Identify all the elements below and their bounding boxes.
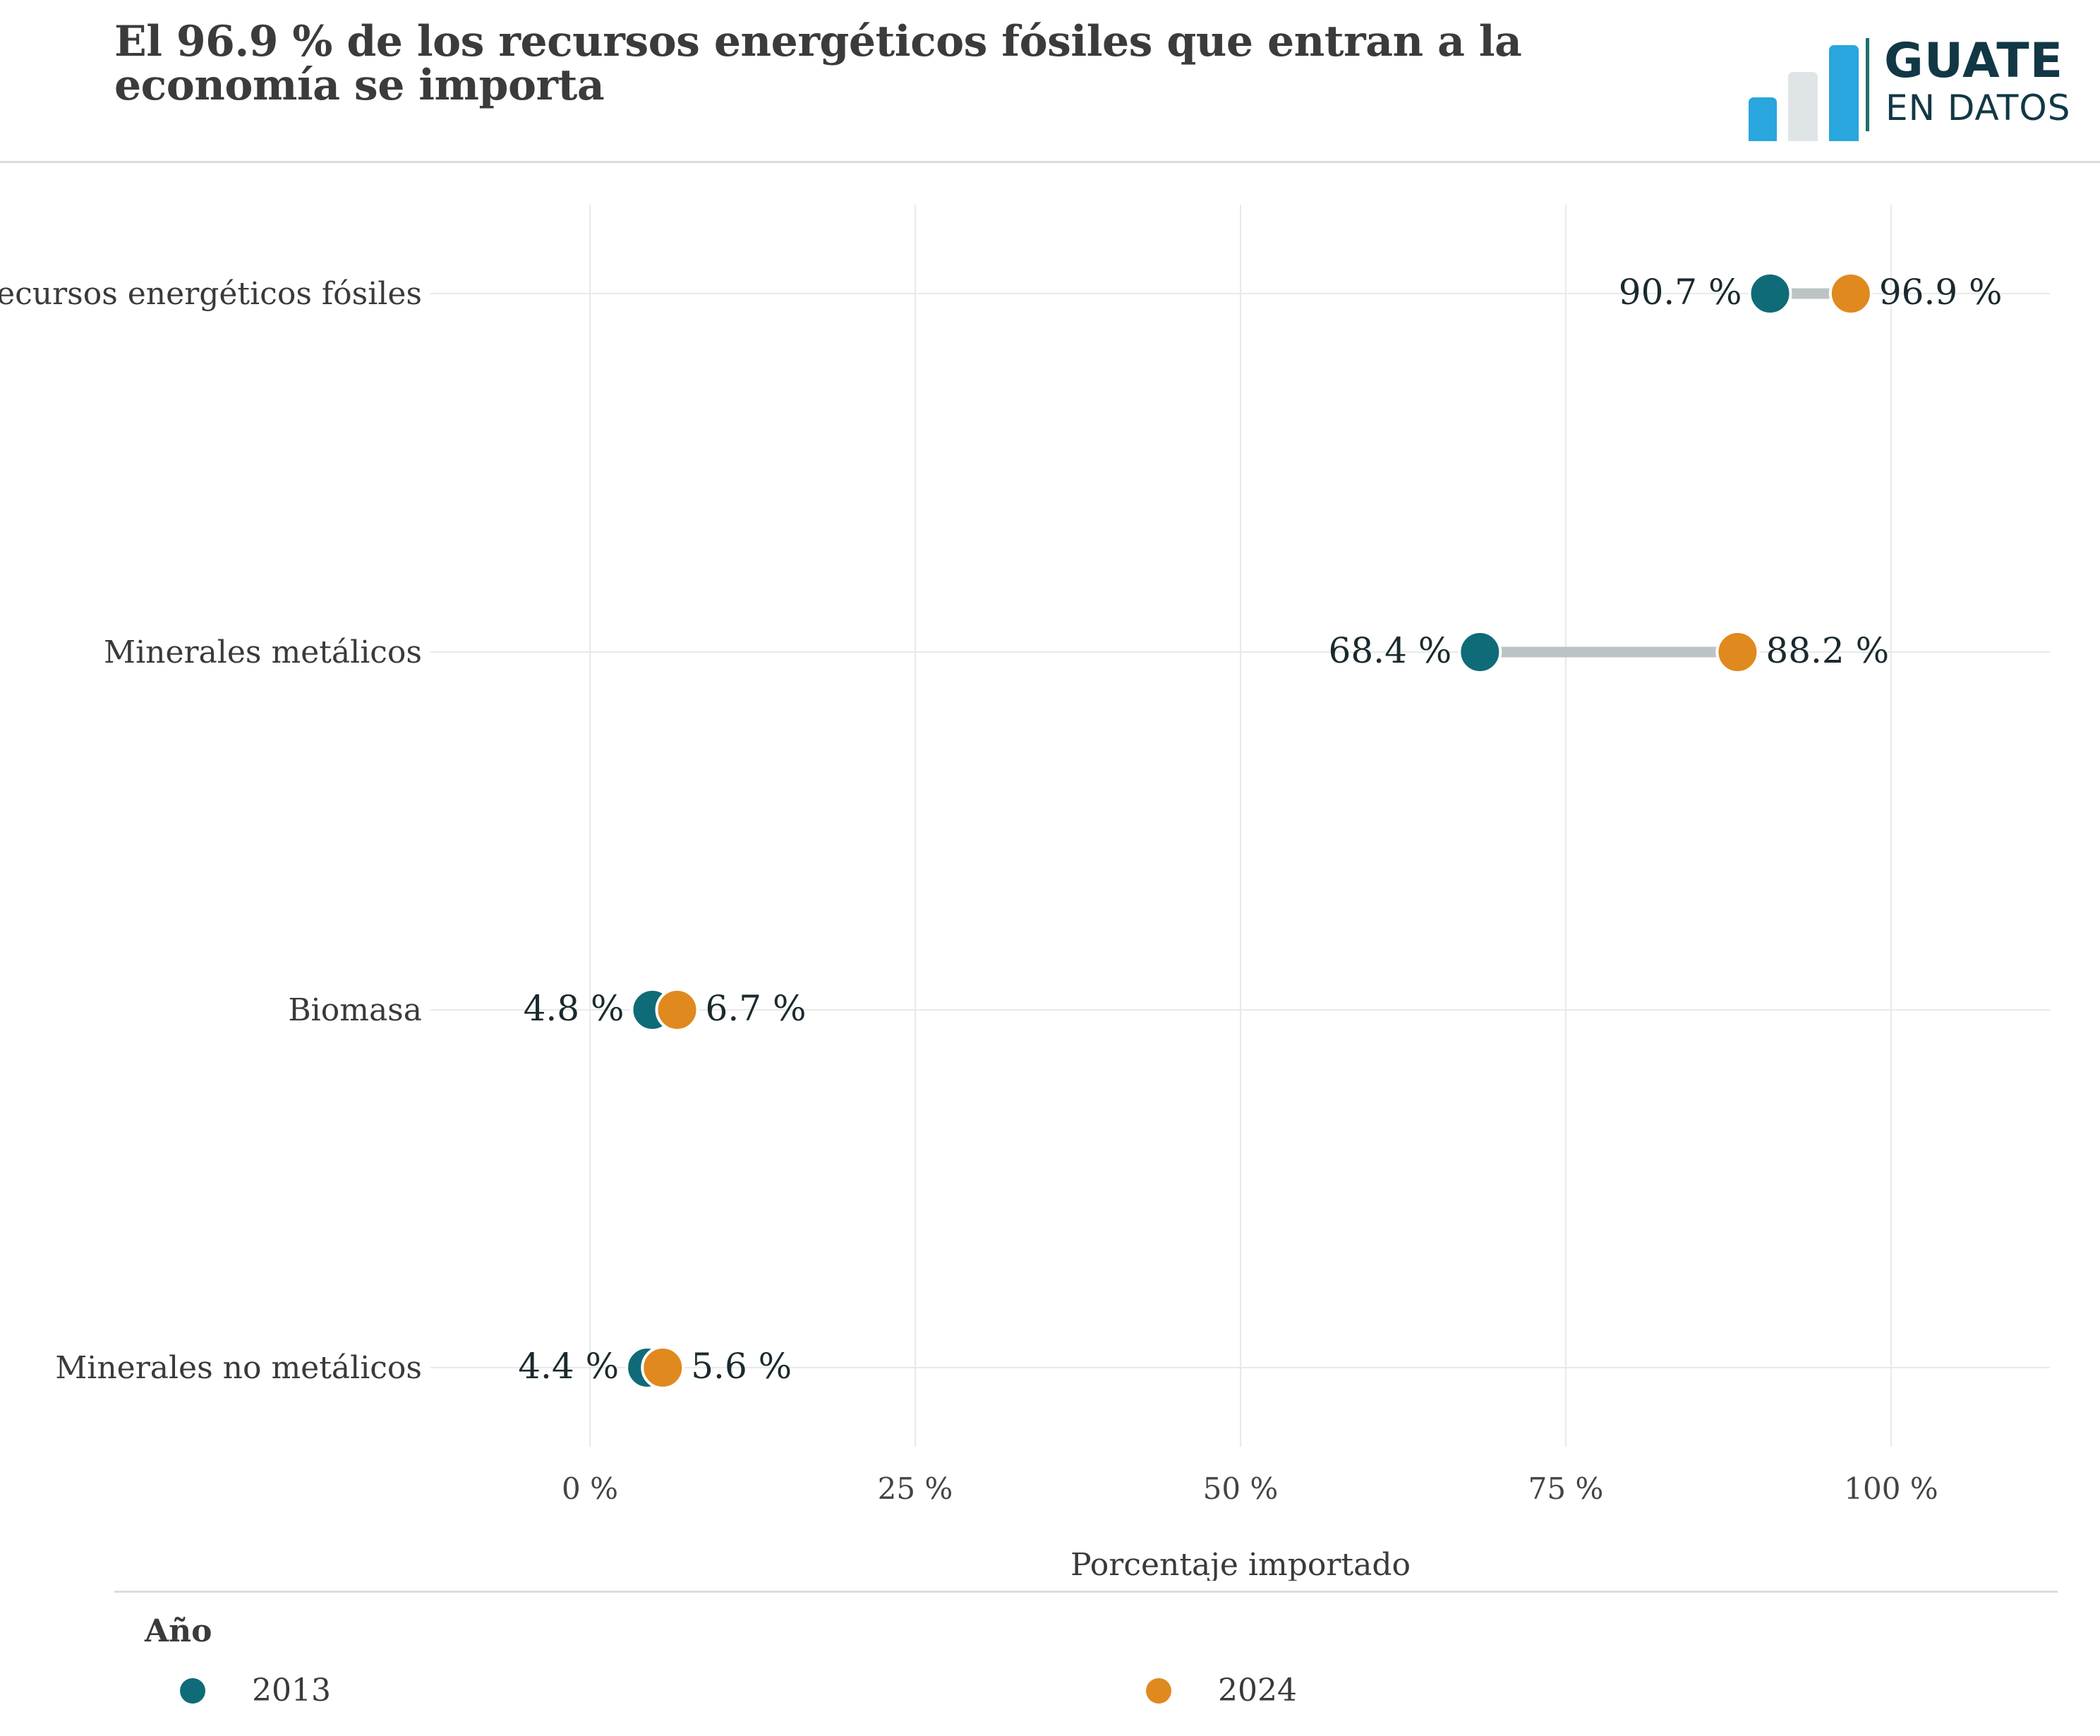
point-2013-minerales-metalicos: [1458, 630, 1502, 674]
legend-label-2024: 2024: [1218, 1672, 1297, 1708]
legend-label-2013: 2013: [252, 1672, 331, 1708]
point-2024-minerales-no-metalicos: [641, 1346, 685, 1390]
data-label-2013-biomasa: 4.8 %: [524, 988, 624, 1029]
legend-title: Año: [145, 1613, 212, 1649]
legend-divider: [114, 1591, 2058, 1593]
data-label-2024-recursos-energeticos-fosiles: 96.9 %: [1879, 272, 2003, 313]
x-tick-label: 100 %: [1844, 1471, 1938, 1506]
category-label-recursos-energeticos-fosiles: Recursos energéticos fósiles: [0, 276, 422, 312]
point-2024-biomasa: [655, 988, 699, 1032]
data-label-2013-minerales-no-metalicos: 4.4 %: [518, 1346, 619, 1387]
data-label-2024-minerales-metalicos: 88.2 %: [1766, 630, 1889, 671]
logo-text-en-datos: EN DATOS: [1885, 88, 2071, 128]
x-tick-label: 25 %: [878, 1471, 953, 1506]
header-divider: [0, 161, 2100, 163]
legend-marker-2013: [180, 1678, 205, 1704]
data-label-2024-minerales-no-metalicos: 5.6 %: [691, 1346, 792, 1387]
guate-en-datos-logo: GUATE EN DATOS: [1743, 28, 2075, 141]
data-label-2013-minerales-metalicos: 68.4 %: [1329, 630, 1452, 671]
logo-bar-medium: [1788, 72, 1818, 141]
legend-marker-2024: [1146, 1678, 1171, 1704]
x-tick-label: 50 %: [1203, 1471, 1279, 1506]
logo-bar-short: [1749, 97, 1777, 141]
point-2024-minerales-metalicos: [1715, 630, 1760, 674]
data-label-2024-biomasa: 6.7 %: [706, 988, 807, 1029]
logo-text-guate: GUATE: [1884, 33, 2064, 89]
logo-accent-line: [1866, 38, 1869, 131]
logo-bar-tall: [1829, 45, 1859, 141]
dumbbell-chart: 0 % 25 % 50 % 75 % 100 % Porcentaje importado…: [0, 205, 2050, 1581]
data-label-2013-recursos-energeticos-fosiles: 90.7 %: [1619, 272, 1742, 313]
x-tick-label: 0 %: [562, 1471, 618, 1506]
point-2013-recursos-energeticos-fosiles: [1748, 272, 1792, 315]
category-label-biomasa: Biomasa: [288, 992, 422, 1028]
category-label-minerales-no-metalicos: Minerales no metálicos: [55, 1350, 422, 1386]
category-label-minerales-metalicos: Minerales metálicos: [104, 634, 422, 670]
point-2024-recursos-energeticos-fosiles: [1828, 272, 1873, 315]
x-axis-title: Porcentaje importado: [1070, 1547, 1411, 1581]
chart-title: El 96.9 % de los recursos energéticos fó…: [114, 17, 1522, 110]
x-tick-label: 75 %: [1528, 1471, 1604, 1506]
